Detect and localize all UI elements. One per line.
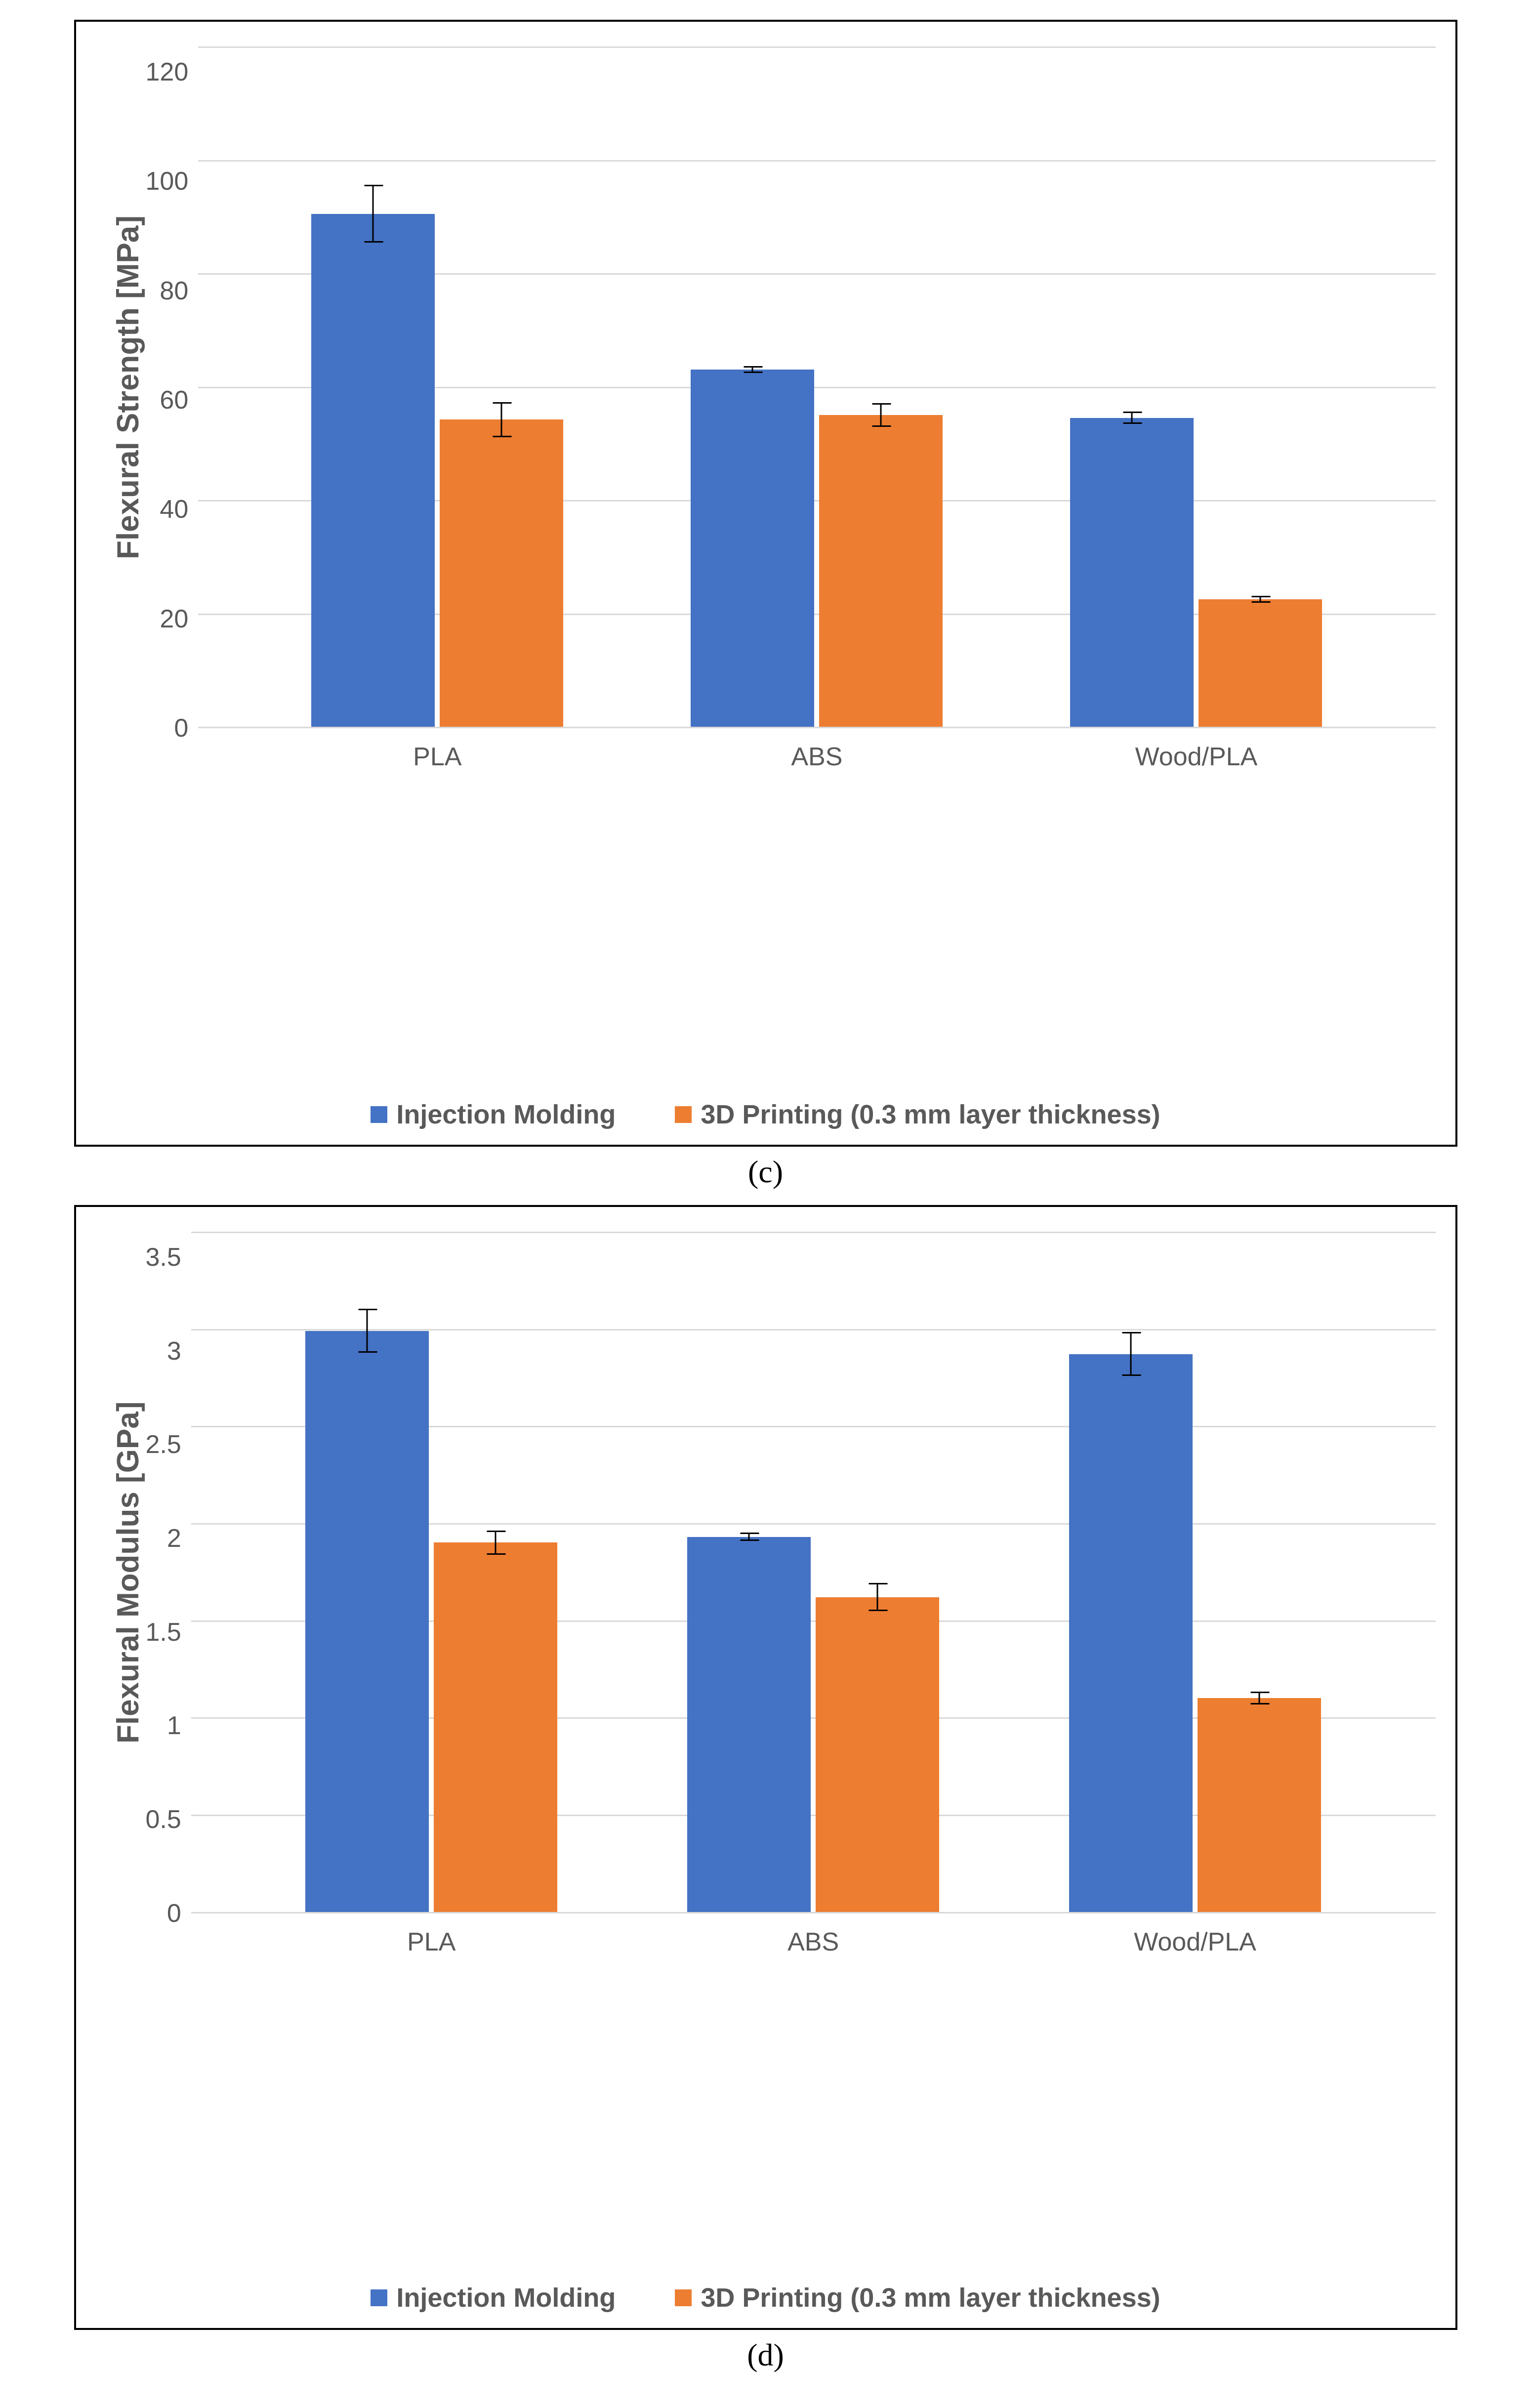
bar-group [687,1232,939,1912]
bar-group [311,46,563,727]
bar [819,415,943,727]
chart-frame: Flexural Modulus [GPa]3.5 3 2.5 2 1.5 1 0.5 0Fl… [74,1205,1457,2330]
legend-swatch [371,2289,387,2306]
bar-group [691,46,943,727]
y-tick: 120 [146,59,189,85]
bar [687,1537,811,1912]
chart-body: Flexural Modulus [GPa]3.532.521.510.50 [96,1232,1436,1913]
x-tick: Wood/PLA [1004,1927,1386,2255]
x-tick: ABS [627,742,1006,1072]
plot-area [198,46,1435,728]
error-bar [880,404,882,426]
legend-swatch [675,2289,692,2306]
y-tick: 20 [160,606,188,632]
legend-item: Injection Molding [371,2283,616,2313]
y-axis-ticks: 120100806040200 [146,46,199,728]
bars-layer [191,1232,1436,1912]
chart-body: Flexural Strength [MPa]120100806040200 [96,46,1436,728]
y-tick: 3 [167,1338,181,1364]
y-tick: 60 [160,387,188,413]
error-bar [501,403,502,437]
y-tick: 0 [174,715,188,741]
error-bar [495,1531,497,1554]
error-bar [877,1583,878,1611]
y-axis-ticks: 3.532.521.510.50 [146,1232,191,1913]
legend-item: 3D Printing (0.3 mm layer thickness) [675,1099,1160,1130]
error-bar [1259,1692,1260,1704]
x-tick: ABS [622,1927,1004,2255]
bar [1198,1698,1321,1912]
legend-item: Injection Molding [371,1099,616,1130]
y-tick: 1 [167,1713,181,1739]
legend: Injection Molding 3D Printing (0.3 mm lay… [96,2255,1436,2313]
chart-c: Flexural Strength [MPa]120 100 80 60 40 20 0Fl… [74,20,1457,1190]
chart-d: Flexural Modulus [GPa]3.5 3 2.5 2 1.5 1 0.5 0Fl… [74,1205,1457,2373]
bar [1199,599,1322,727]
y-tick: 1.5 [146,1619,181,1645]
x-axis-row: Flexural Modulus [GPa]3.5PLAABSWood/PLA [96,1913,1436,2255]
error-bar [752,367,753,373]
y-tick: 100 [146,168,189,194]
bar-group [1070,46,1322,727]
bar [311,214,435,727]
y-tick: 3.5 [146,1245,181,1270]
plot-area [191,1232,1436,1913]
y-tick: 80 [160,278,188,304]
error-bar [372,185,374,242]
error-bar [1130,1332,1132,1375]
subfigure-caption: (d) [74,2337,1457,2373]
x-axis-row: Flexural Strength [MPa]120PLAABSWood/PLA [96,728,1436,1072]
subfigure-caption: (c) [74,1154,1457,1190]
bar-group [1069,1232,1321,1912]
bar [1070,418,1194,727]
bars-layer [198,46,1435,727]
legend: Injection Molding 3D Printing (0.3 mm lay… [96,1072,1436,1130]
y-tick: 40 [160,497,188,522]
legend-swatch [371,1106,387,1123]
bar [305,1331,429,1912]
bar [1069,1354,1193,1912]
legend-item: 3D Printing (0.3 mm layer thickness) [675,2283,1160,2313]
y-tick: 0 [167,1901,181,1926]
x-tick: PLA [248,742,627,1072]
bar [691,370,814,727]
chart-frame: Flexural Strength [MPa]120 100 80 60 40 20 0Fl… [74,20,1457,1147]
error-bar [748,1533,750,1541]
y-tick: 2 [167,1526,181,1551]
legend-swatch [675,1106,692,1123]
y-tick: 0.5 [146,1807,181,1832]
bar-group [305,1232,557,1912]
x-tick: PLA [241,1927,622,2255]
error-bar [1131,412,1133,423]
y-axis-label: Flexural Modulus [GPa] [96,1232,146,1913]
legend-label: Injection Molding [396,2283,616,2313]
x-tick: Wood/PLA [1006,742,1386,1072]
error-bar [367,1309,368,1352]
bar [816,1597,939,1912]
bar [434,1542,557,1912]
y-axis-label: Flexural Strength [MPa] [96,46,146,728]
x-axis-ticks: PLAABSWood/PLA [198,728,1435,1072]
legend-label: Injection Molding [396,1099,616,1130]
legend-label: 3D Printing (0.3 mm layer thickness) [701,2283,1160,2313]
y-tick: 2.5 [146,1432,181,1457]
bar [440,419,563,727]
error-bar [1260,596,1261,602]
x-axis-ticks: PLAABSWood/PLA [191,1913,1436,2255]
legend-label: 3D Printing (0.3 mm layer thickness) [701,1099,1160,1130]
